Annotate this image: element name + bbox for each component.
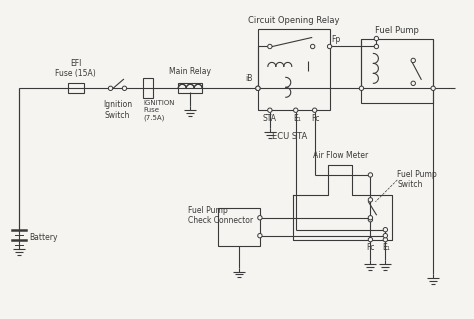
Circle shape xyxy=(293,108,298,112)
Text: Main Relay: Main Relay xyxy=(169,67,211,76)
Text: Fc: Fc xyxy=(366,243,375,252)
Text: Air Flow Meter: Air Flow Meter xyxy=(313,151,368,160)
Circle shape xyxy=(255,86,260,91)
Circle shape xyxy=(312,108,317,112)
Text: Circuit Opening Relay: Circuit Opening Relay xyxy=(248,16,339,25)
Text: STA: STA xyxy=(263,114,277,123)
Circle shape xyxy=(383,227,388,232)
Bar xyxy=(178,83,202,93)
Circle shape xyxy=(258,216,262,220)
Circle shape xyxy=(359,86,364,91)
Circle shape xyxy=(368,218,373,222)
Text: Fuel Pump
Switch: Fuel Pump Switch xyxy=(397,170,437,189)
Circle shape xyxy=(374,44,379,49)
Circle shape xyxy=(368,198,373,202)
Text: IGNITION
Fuse
(7.5A): IGNITION Fuse (7.5A) xyxy=(144,100,175,121)
Circle shape xyxy=(255,86,260,91)
Text: Battery: Battery xyxy=(29,233,57,242)
Text: E₁: E₁ xyxy=(293,114,301,123)
Text: ECU STA: ECU STA xyxy=(272,132,307,141)
Circle shape xyxy=(411,58,415,63)
Text: EFI
Fuse (15A): EFI Fuse (15A) xyxy=(55,59,96,78)
Bar xyxy=(258,29,329,110)
Text: Ignition
Switch: Ignition Switch xyxy=(103,100,132,120)
Circle shape xyxy=(411,81,415,85)
Circle shape xyxy=(310,44,315,49)
Text: Fuel Pump
Check Connector: Fuel Pump Check Connector xyxy=(188,206,253,225)
Circle shape xyxy=(109,86,113,91)
Bar xyxy=(68,83,84,93)
Circle shape xyxy=(268,108,272,112)
Circle shape xyxy=(368,237,373,242)
Circle shape xyxy=(122,86,127,91)
Text: Fuel Pump: Fuel Pump xyxy=(375,26,419,34)
Bar xyxy=(218,208,260,246)
Circle shape xyxy=(368,173,373,177)
Bar xyxy=(144,78,154,98)
Circle shape xyxy=(374,36,379,41)
Circle shape xyxy=(383,234,388,238)
Text: Fp: Fp xyxy=(332,34,341,43)
Text: Fc: Fc xyxy=(312,114,320,123)
Circle shape xyxy=(383,237,388,242)
Bar xyxy=(362,39,433,103)
Circle shape xyxy=(268,44,272,49)
Circle shape xyxy=(258,234,262,238)
Circle shape xyxy=(368,216,373,220)
Text: E₁: E₁ xyxy=(383,243,390,252)
Circle shape xyxy=(328,44,332,49)
Text: iB: iB xyxy=(245,74,252,83)
Circle shape xyxy=(431,86,435,91)
